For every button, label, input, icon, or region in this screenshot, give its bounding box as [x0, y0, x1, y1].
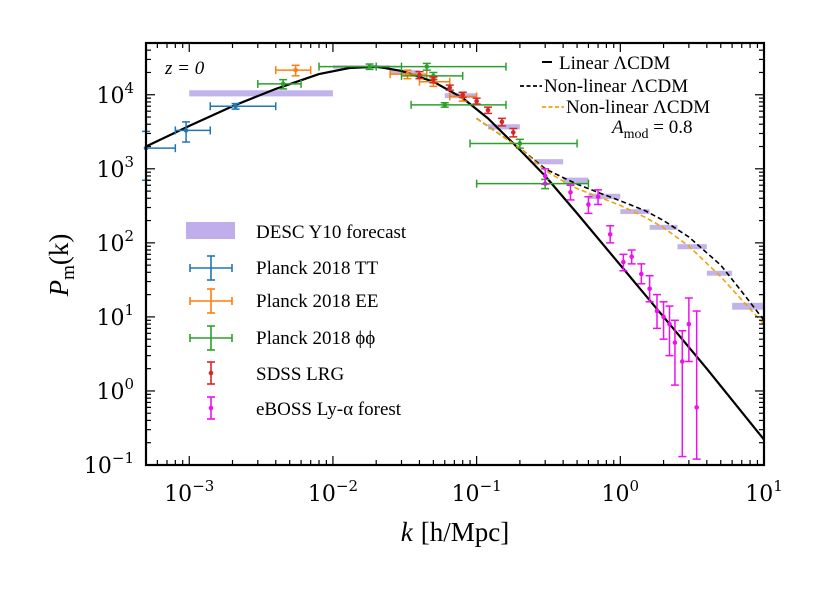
- eboss-ly-forest-point-8: [645, 274, 654, 303]
- x-tick-label: 10−2: [308, 477, 358, 507]
- legend-sdss-swatch: [207, 361, 215, 385]
- planck-2018-point-0: [257, 78, 302, 90]
- desc-band-box-11: [706, 270, 733, 276]
- eboss-ly-forest-point-10: [659, 301, 668, 340]
- eboss-ly-forest-point-15: [692, 310, 701, 460]
- desc-band-box-0: [189, 90, 333, 97]
- errorbar-layer: [142, 62, 701, 460]
- eboss-ly-forest-point-12: [670, 319, 679, 386]
- legend-nonlinear-label: Non-linear ΛCDM: [544, 76, 688, 97]
- legend-planck-pp-label: Planck 2018 ϕϕ: [256, 328, 375, 349]
- planck-2018-point-2: [375, 62, 507, 71]
- sdss-lrg-point-6: [497, 117, 506, 127]
- planck-2018-point-3: [400, 71, 464, 81]
- eboss-ly-forest-point-2: [584, 195, 593, 215]
- y-axis-title: Pm(k): [44, 234, 79, 298]
- sdss-lrg-point-2: [445, 84, 454, 92]
- planck-2018-ee-point-0: [275, 64, 312, 77]
- eboss-ly-forest-point-5: [619, 253, 628, 272]
- sdss-lrg-point-5: [484, 106, 493, 115]
- desc-band-box-12: [732, 302, 764, 310]
- sdss-lrg-point-1: [429, 76, 438, 84]
- y-tick-label: 100: [96, 375, 134, 405]
- y-tick-label: 10−1: [84, 449, 134, 479]
- x-axis-title: k [h/Mpc]: [401, 517, 509, 547]
- planck-2018-point-4: [410, 100, 507, 109]
- legend-planck-ee-label: Planck 2018 EE: [256, 291, 378, 312]
- sdss-lrg-point-0: [415, 70, 424, 80]
- legend-desc-label: DESC Y10 forecast: [256, 222, 407, 243]
- x-tick-label: 101: [745, 477, 783, 507]
- eboss-ly-forest-point-11: [665, 305, 674, 357]
- legend-bottom-left: DESC Y10 forecast Planck 2018 TT Planck …: [186, 222, 407, 420]
- planck-2018-tt-point-2: [209, 102, 277, 111]
- amod-annotation: Amod = 0.8: [610, 117, 692, 142]
- legend-eboss-label: eBOSS Ly-α forest: [256, 399, 402, 420]
- redshift-annotation: z = 0: [164, 58, 205, 79]
- tick-label-layer: 10−3 10−2 10−1 100 101 10−1 100 101 102 103 104: [84, 79, 783, 507]
- y-tick-label: 103: [96, 153, 134, 183]
- legend-planck-tt-swatch: [189, 255, 233, 281]
- desc-band-box-6: [563, 177, 589, 184]
- eboss-ly-forest-point-4: [606, 225, 615, 244]
- legend-desc-swatch: [186, 222, 235, 239]
- legend-planck-ee-swatch: [189, 288, 233, 314]
- desc-band-box-5: [533, 159, 564, 165]
- eboss-ly-forest-point-1: [566, 184, 575, 201]
- legend-sdss-label: SDSS LRG: [256, 364, 344, 385]
- legend-top-right: Linear ΛCDM Non-linear ΛCDM Non-linear Λ…: [520, 53, 710, 118]
- x-tick-label: 10−3: [164, 477, 214, 507]
- tick-layer: [145, 42, 765, 466]
- eboss-ly-forest-point-13: [678, 330, 687, 458]
- desc-band-box-4: [488, 124, 520, 130]
- y-tick-label: 104: [96, 79, 134, 109]
- legend-linear-label: Linear ΛCDM: [559, 53, 670, 74]
- eboss-ly-forest-point-3: [594, 189, 603, 206]
- eboss-ly-forest-point-0: [541, 168, 550, 185]
- legend-planck-tt-label: Planck 2018 TT: [256, 258, 378, 279]
- desc-band-box-10: [677, 244, 707, 250]
- y-tick-label: 101: [96, 301, 134, 331]
- legend-planck-pp-swatch: [189, 325, 233, 351]
- eboss-ly-forest-point-14: [684, 297, 693, 363]
- nonlinear-lcdm-amod-curve: [476, 117, 765, 325]
- eboss-ly-forest-point-7: [637, 263, 646, 285]
- legend-nonlinear-amod-label: Non-linear ΛCDM: [566, 97, 710, 118]
- eboss-ly-forest-point-9: [652, 293, 661, 330]
- sdss-lrg-point-4: [472, 97, 481, 105]
- sdss-lrg-point-7: [509, 127, 518, 138]
- sdss-lrg-point-3: [458, 91, 467, 99]
- desc-band-box-7: [588, 193, 621, 200]
- x-tick-label: 10−1: [452, 477, 502, 507]
- x-tick-label: 100: [602, 477, 640, 507]
- legend-eboss-swatch: [207, 396, 215, 420]
- y-tick-label: 102: [96, 227, 134, 257]
- planck-2018-tt-point-1: [174, 121, 212, 143]
- eboss-ly-forest-point-6: [627, 249, 636, 265]
- planck-2018-point-5: [469, 138, 578, 149]
